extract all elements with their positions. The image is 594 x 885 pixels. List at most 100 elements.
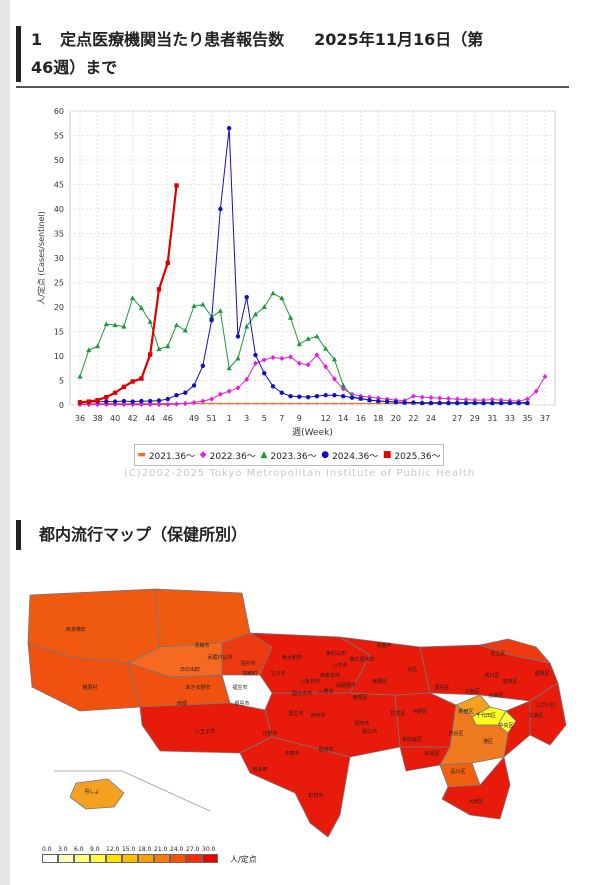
data-point [410, 393, 416, 399]
scale-label: 0.0 [42, 846, 52, 853]
map-region-label: 目黒区 [424, 751, 439, 757]
data-point [270, 354, 276, 361]
map-region-label: 小金井市 [300, 678, 320, 685]
data-point [165, 260, 170, 266]
data-point [174, 401, 179, 407]
y-axis-label: 人/定点 (Cases/sentinel) [36, 211, 46, 305]
data-point [130, 401, 136, 408]
data-point [130, 399, 135, 404]
y-tick-label: 20 [54, 303, 64, 312]
data-point [270, 384, 276, 389]
data-point [297, 394, 302, 399]
map-region-label: 調布市 [354, 720, 369, 727]
map-region-label: 東久留米市 [349, 656, 374, 663]
data-point [323, 345, 329, 351]
scale-segment: 18.0 [138, 846, 154, 863]
data-point [270, 290, 276, 296]
data-point [86, 399, 91, 404]
data-point [94, 343, 101, 349]
data-point [200, 398, 206, 404]
data-point [411, 400, 416, 405]
data-point [332, 402, 337, 405]
map-region-label: 八王子市 [195, 728, 215, 735]
map-region-label: 瑞穂町 [242, 670, 257, 677]
map-region-label: 多摩市 [284, 750, 299, 757]
map-region-label: 練馬区 [352, 694, 367, 701]
section-heading-1: 1 定点医療機関当たり患者報告数 2025年11月16日（第 46週）まで [16, 26, 579, 82]
map-region-label: 南多摩 [252, 766, 267, 773]
map-region-label: 江戸川区 [536, 702, 556, 709]
data-point [156, 287, 162, 292]
data-point [498, 400, 504, 406]
y-tick-label: 30 [54, 254, 64, 263]
data-point [139, 376, 144, 381]
map-region-label: 青梅市 [194, 642, 209, 649]
data-point [305, 394, 311, 400]
legend-marker: ■ [382, 450, 392, 460]
data-point [209, 318, 214, 323]
data-point [288, 402, 293, 405]
y-tick-label: 45 [54, 181, 64, 190]
data-point [428, 400, 434, 406]
data-point [454, 396, 460, 402]
map-region-label: 武蔵村山市 [207, 654, 232, 661]
data-point [104, 399, 109, 404]
legend-label: 2025.36〜 [394, 451, 441, 462]
data-point [112, 322, 118, 328]
scale-segment: 24.0 [170, 846, 186, 863]
data-point [490, 400, 495, 406]
y-tick-label: 25 [54, 279, 64, 288]
map-region-label: 町田市 [308, 792, 323, 799]
map-region-label: 足立区 [490, 650, 505, 657]
scale-swatch [154, 854, 170, 863]
legend-item: ■ 2025.36〜 [383, 449, 441, 462]
map-region-label: 世田谷区 [402, 736, 422, 743]
data-point [147, 318, 153, 324]
data-point [446, 396, 451, 402]
scale-swatch [122, 854, 138, 863]
scale-segment: 15.0 [122, 846, 138, 863]
data-point [147, 352, 153, 357]
data-point [253, 352, 258, 358]
data-point [209, 402, 214, 405]
data-point [235, 402, 240, 405]
map-region-label: 国立市 [288, 710, 303, 717]
map-region-akiruno [127, 662, 231, 708]
map-region-label: 福生市 [232, 684, 247, 691]
data-point [121, 398, 127, 404]
heading-number: 1 [31, 30, 43, 49]
data-point [200, 363, 206, 368]
data-point [393, 399, 399, 405]
data-point [358, 396, 363, 401]
data-point [279, 402, 284, 405]
map-region-label: 文京区 [464, 688, 479, 695]
x-tick-label: 1 [227, 414, 232, 423]
x-tick-label: 49 [189, 414, 199, 423]
data-point [103, 401, 109, 408]
legend-item: ▲ 2023.36〜 [260, 449, 316, 462]
legend-marker: ● [321, 450, 330, 460]
scale-segment: 0.0 [42, 846, 58, 863]
data-point [358, 402, 363, 405]
x-tick-label: 7 [279, 414, 284, 423]
data-point [112, 399, 118, 404]
data-point [437, 400, 442, 406]
map-region-label: 台東区 [488, 692, 503, 699]
data-point [209, 396, 215, 402]
data-point [323, 402, 328, 405]
data-point [130, 379, 135, 384]
x-tick-label: 46 [163, 414, 173, 423]
data-point [104, 394, 109, 400]
x-tick-label: 38 [92, 414, 102, 423]
data-point [323, 393, 328, 398]
data-point [437, 395, 443, 401]
data-point [446, 400, 451, 406]
data-point [244, 295, 249, 300]
scale-label: 6.0 [74, 846, 84, 853]
heading-date-cont: 46週）まで [31, 58, 118, 77]
map-region-hachioji [139, 702, 273, 754]
data-point [217, 391, 223, 397]
map-region-label: 西部 [177, 700, 187, 707]
map-region-label: 国分寺市 [292, 690, 312, 697]
data-point [182, 327, 188, 333]
